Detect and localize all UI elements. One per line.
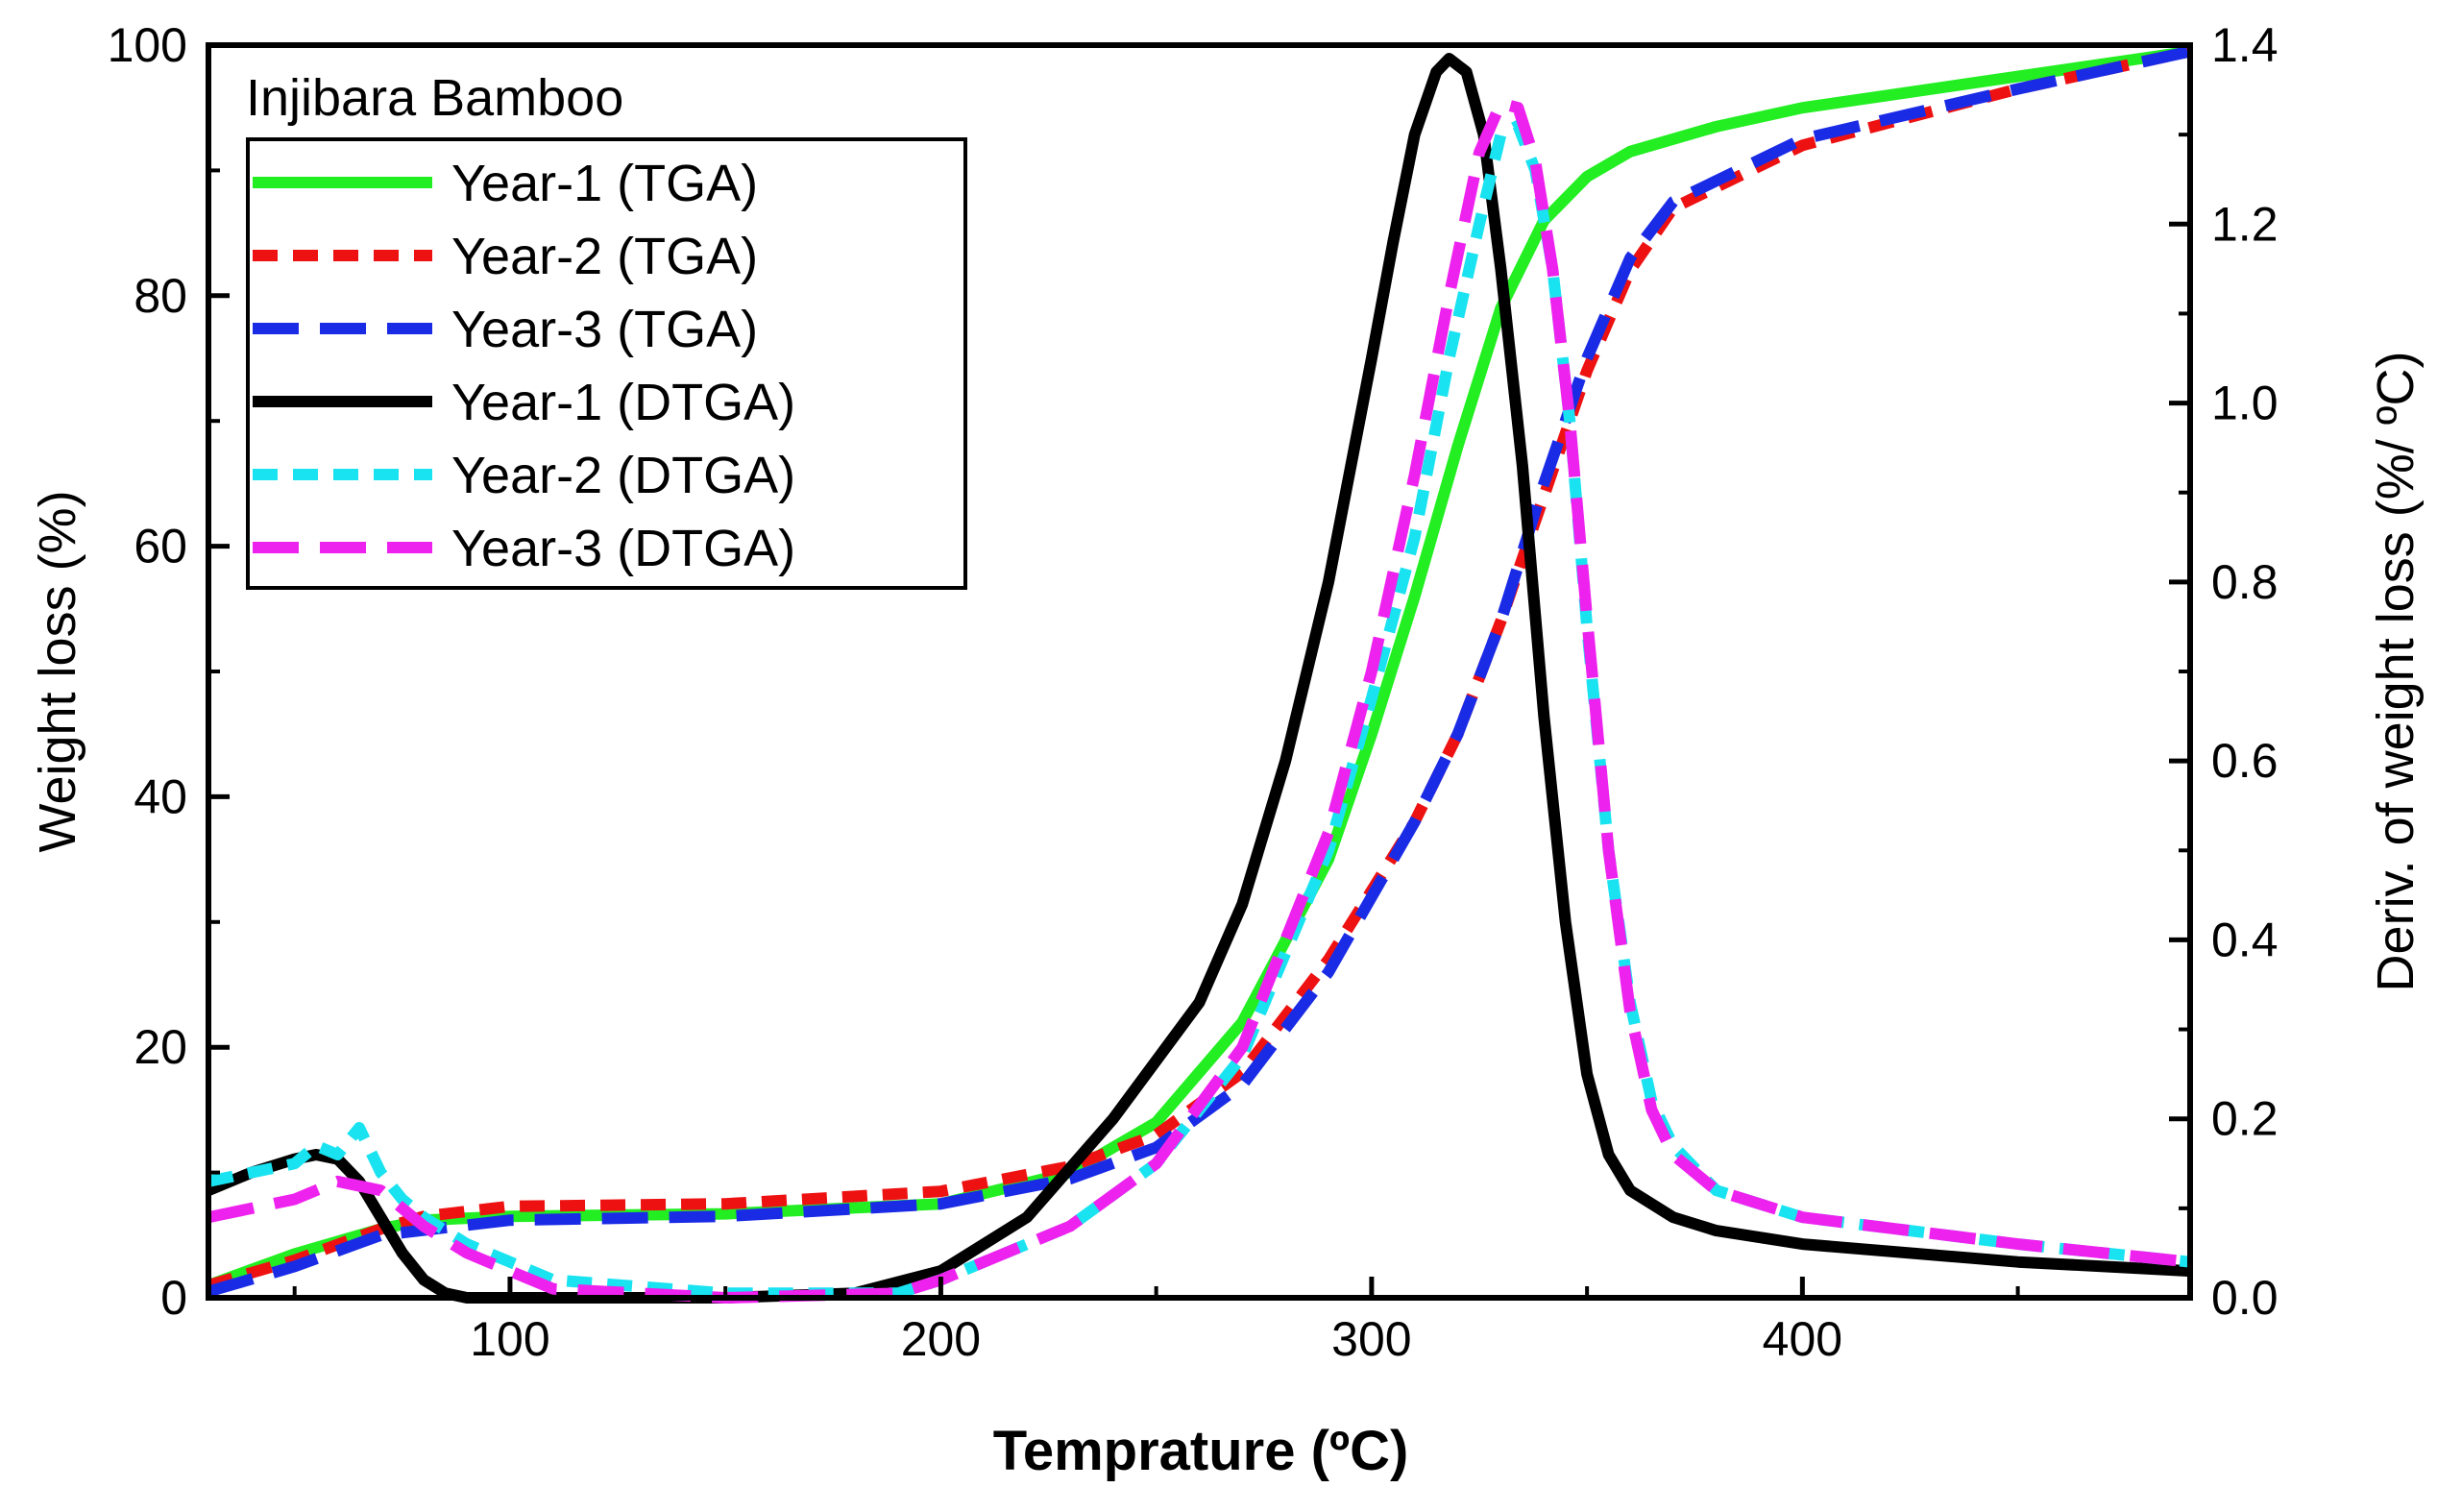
series-line-year-1-tga xyxy=(206,45,2191,1291)
y-right-tick-label: 0.8 xyxy=(2211,555,2279,609)
legend-label-year-2-dtga: Year-2 (DTGA) xyxy=(451,447,795,504)
y-right-tick-label: 0.2 xyxy=(2211,1092,2279,1146)
ticks-layer: 100 200 300 400 0 20 40 60 80 100 0.0 0.2 0.4 0.6 0.8 1… xyxy=(108,18,2279,1366)
legend: Year-1 (TGA) Year-2 (TGA) Year-3 (TGA) Year… xyxy=(246,137,967,590)
y-right-tick-label: 1.2 xyxy=(2211,197,2279,251)
legend-items: Year-1 (TGA) Year-2 (TGA) Year-3 (TGA) Year… xyxy=(253,155,795,577)
x-tick-label: 200 xyxy=(901,1312,981,1366)
legend-label-year-1-tga: Year-1 (TGA) xyxy=(451,155,758,212)
y-left-tick-label: 60 xyxy=(134,520,187,573)
y-left-tick-label: 20 xyxy=(134,1020,187,1074)
y-axis-title-left: Weight loss (%) xyxy=(29,490,86,852)
y-left-tick-label: 100 xyxy=(108,18,187,72)
x-tick-label: 400 xyxy=(1763,1312,1842,1366)
legend-label-year-3-dtga: Year-3 (DTGA) xyxy=(451,520,795,577)
y-right-tick-label: 1.0 xyxy=(2211,377,2279,430)
y-right-tick-label: 1.4 xyxy=(2211,18,2279,72)
x-tick-label: 100 xyxy=(470,1312,549,1366)
y-left-tick-label: 0 xyxy=(160,1271,187,1325)
x-tick-label: 300 xyxy=(1331,1312,1411,1366)
series-line-year-3-tga xyxy=(207,45,2192,1298)
series-line-year-1-dtga xyxy=(206,53,2191,1304)
y-axis-title-right: Deriv. of weight loss (%/ ºC) xyxy=(2367,352,2425,992)
legend-box xyxy=(246,137,967,590)
legend-label-year-1-dtga: Year-1 (DTGA) xyxy=(451,374,795,431)
y-right-tick-label: 0.4 xyxy=(2211,913,2279,966)
chart-annotation: Injibara Bamboo xyxy=(246,69,623,127)
legend-label-year-3-tga: Year-3 (TGA) xyxy=(451,301,758,358)
y-left-tick-label: 40 xyxy=(134,769,187,823)
y-left-tick-label: 80 xyxy=(134,269,187,323)
y-right-tick-label: 0.6 xyxy=(2211,734,2279,788)
x-axis-title: Temprature (ºC) xyxy=(993,1420,1409,1482)
y-right-tick-label: 0.0 xyxy=(2211,1271,2279,1325)
legend-label-year-2-tga: Year-2 (TGA) xyxy=(451,228,758,285)
series-layer xyxy=(206,45,2192,1304)
series-line-year-3-dtga xyxy=(207,97,2191,1304)
